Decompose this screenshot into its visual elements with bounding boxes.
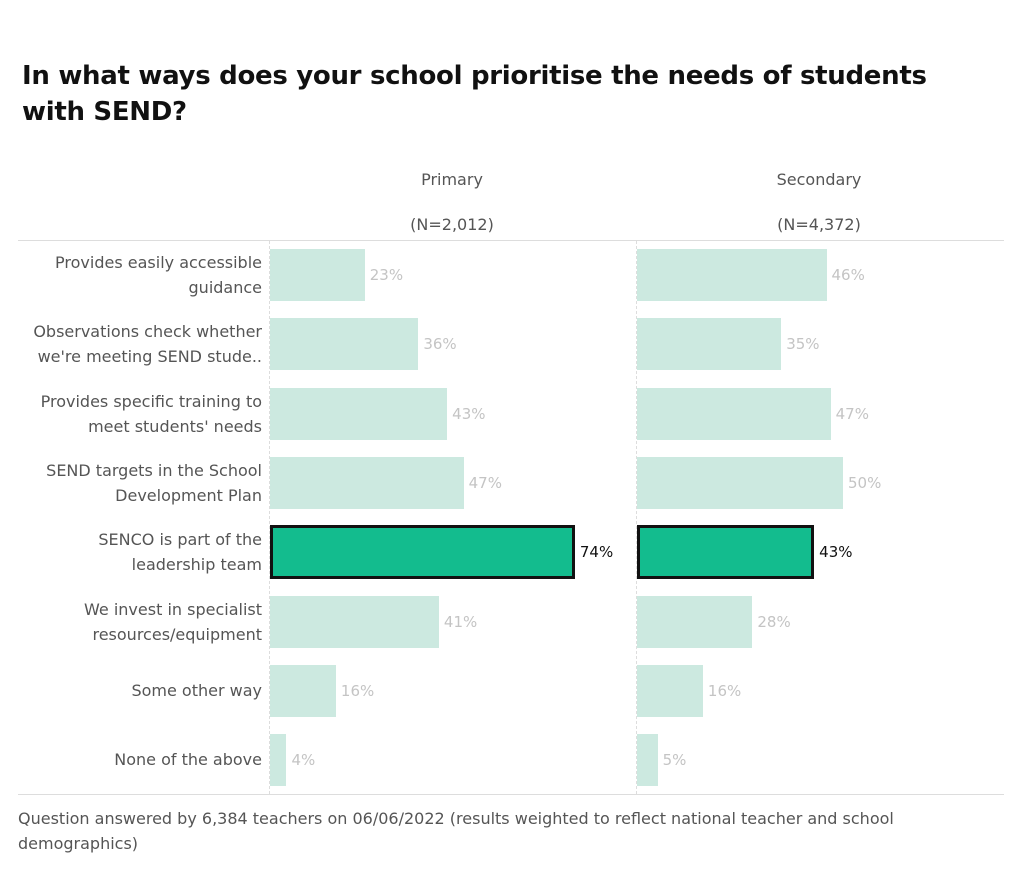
bar-primary (270, 595, 439, 648)
chart-title: In what ways does your school prioritise… (22, 61, 927, 127)
bar-secondary (637, 318, 782, 371)
bar-primary (270, 456, 464, 509)
bottom-divider (18, 794, 1004, 795)
secondary-axis-line (636, 241, 637, 794)
column-header-secondary: Secondary (776, 170, 862, 189)
category-label: We invest in specialist resources/equipm… (84, 599, 262, 644)
bar-secondary (637, 664, 703, 717)
category-label: Observations check whether we're meeting… (33, 322, 262, 367)
bar-secondary (637, 456, 843, 509)
data-label: 23% (369, 266, 404, 284)
category-label: None of the above (114, 750, 262, 770)
category-label: SEND targets in the School Development P… (46, 460, 262, 505)
data-label: 74% (579, 543, 614, 562)
bar-primary (270, 734, 287, 787)
header-divider (18, 240, 1004, 241)
data-label: 16% (340, 681, 375, 700)
column-n-secondary: (N=4,372) (777, 215, 861, 234)
bar-secondary (637, 387, 831, 440)
data-label: 5% (662, 751, 687, 770)
bar-primary (270, 249, 365, 301)
data-label: 47% (835, 404, 869, 423)
data-label: 28% (757, 612, 791, 631)
bar-secondary (637, 525, 815, 580)
data-label: 35% (786, 335, 820, 354)
data-label: 36% (423, 335, 457, 354)
bar-primary (270, 664, 336, 717)
data-label: 16% (707, 681, 742, 700)
category-label: SENCO is part of the leadership team (98, 530, 262, 575)
column-header-primary: Primary (421, 170, 483, 189)
bar-primary (270, 525, 575, 580)
category-label: Provides specific training to meet stude… (40, 391, 262, 436)
bar-secondary (637, 249, 827, 301)
bar-primary (270, 387, 448, 440)
chart-footer: Question answered by 6,384 teachers on 0… (18, 809, 894, 853)
bar-primary (270, 318, 419, 371)
data-label: 43% (819, 543, 853, 562)
data-label: 4% (291, 751, 316, 770)
category-label: Some other way (131, 680, 262, 700)
data-label: 43% (452, 404, 486, 423)
data-label: 50% (848, 473, 882, 492)
data-label: 41% (443, 612, 478, 631)
bar-secondary (637, 734, 658, 787)
column-n-primary: (N=2,012) (410, 215, 494, 234)
bar-secondary (637, 595, 753, 648)
data-label: 46% (831, 266, 865, 284)
data-label: 47% (468, 473, 502, 492)
primary-axis-line (269, 241, 270, 794)
category-label: Provides easily accessible guidance (55, 253, 262, 297)
